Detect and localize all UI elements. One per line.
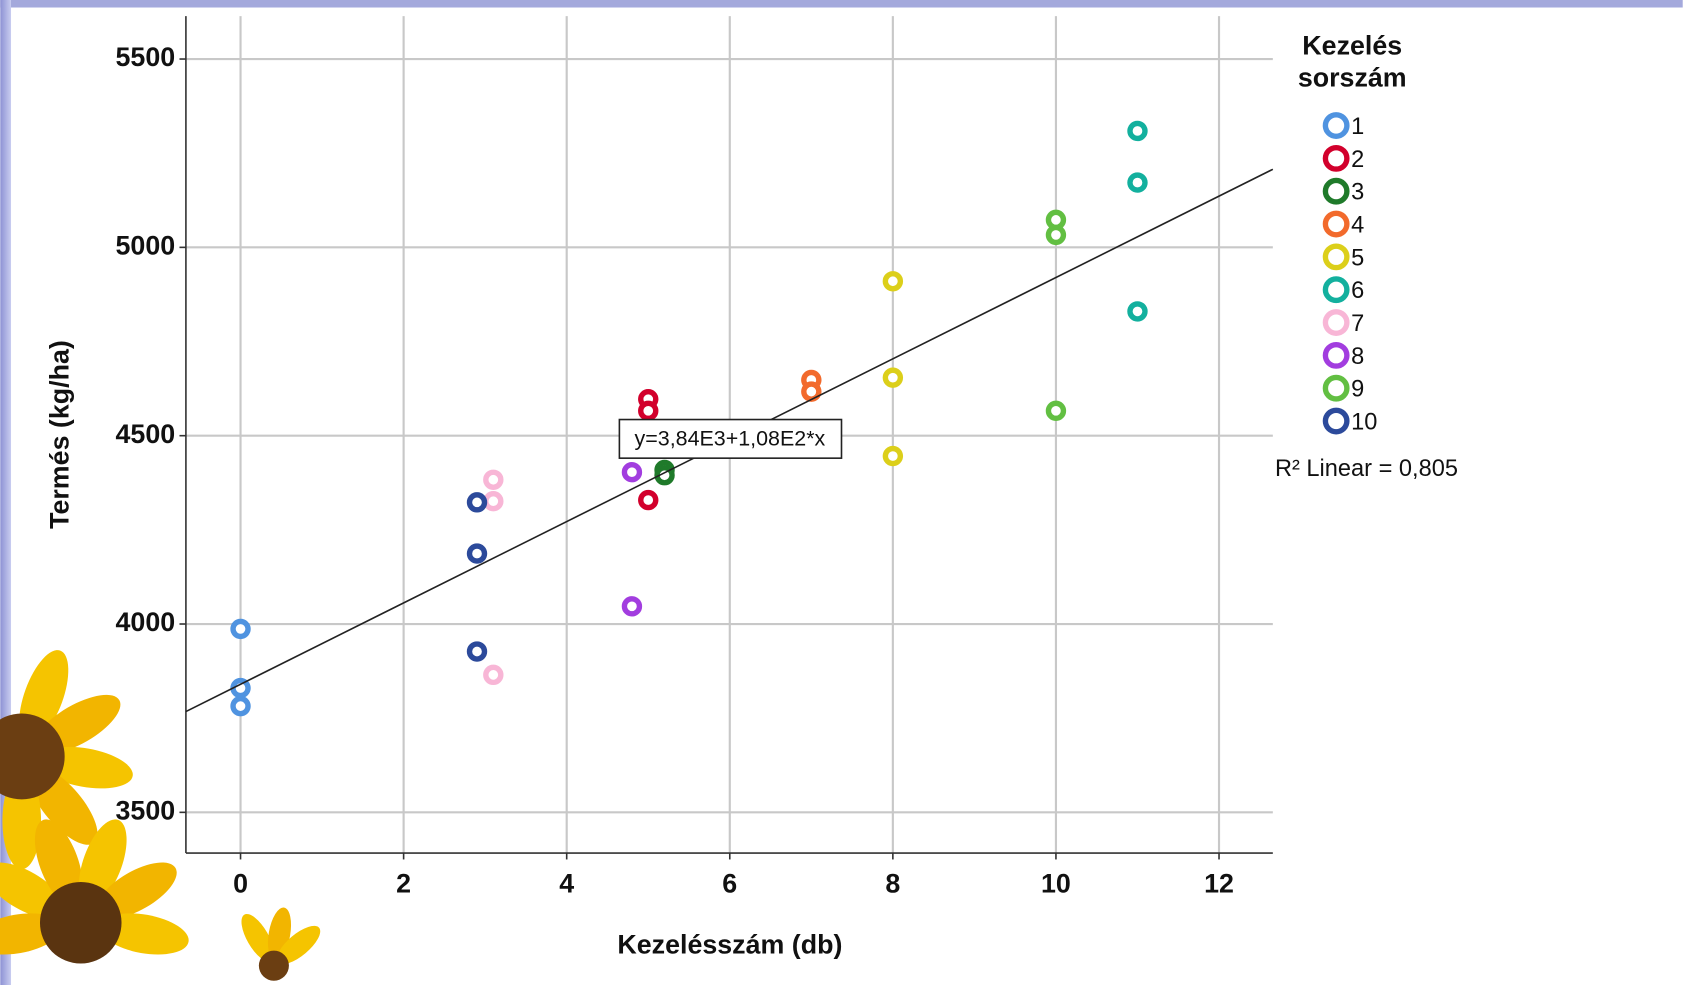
point	[486, 494, 501, 509]
point	[469, 495, 484, 510]
point	[1130, 175, 1145, 190]
legend-marker	[1325, 377, 1346, 398]
page: Kezelésszám (db) Termés (kg/ha) R² Linea…	[0, 0, 1683, 985]
y-tick-label: 3500	[116, 795, 176, 825]
point	[469, 546, 484, 561]
legend-label: 2	[1351, 147, 1364, 173]
point	[486, 667, 501, 682]
legend-marker	[1325, 180, 1346, 201]
legend-marker	[1325, 213, 1346, 234]
point	[469, 644, 484, 659]
top-band	[0, 0, 1682, 8]
point	[885, 449, 900, 464]
x-tick-label: 10	[1041, 868, 1071, 898]
legend-label: 9	[1351, 377, 1364, 403]
background	[0, 0, 1682, 985]
point	[233, 681, 248, 696]
r2-label: R² Linear = 0,805	[1275, 456, 1458, 482]
point	[233, 699, 248, 714]
point	[885, 274, 900, 289]
legend-label: 3	[1351, 180, 1364, 206]
legend-marker	[1325, 148, 1346, 169]
legend-label: 6	[1351, 278, 1364, 304]
point	[1130, 304, 1145, 319]
legend-marker	[1325, 246, 1346, 267]
point	[624, 465, 639, 480]
legend-label: 8	[1351, 344, 1364, 370]
point	[641, 403, 656, 418]
x-axis-title: Kezelésszám (db)	[617, 929, 842, 959]
x-tick-label: 12	[1204, 868, 1234, 898]
point	[1048, 403, 1063, 418]
legend-marker	[1325, 115, 1346, 136]
y-tick-label: 5500	[116, 42, 176, 72]
y-tick-label: 4500	[116, 419, 176, 449]
point	[1130, 123, 1145, 138]
fit-label: y=3,84E3+1,08E2*x	[635, 427, 826, 451]
legend-label: 7	[1351, 311, 1364, 337]
point	[486, 472, 501, 487]
point	[1048, 227, 1063, 242]
x-tick-label: 4	[559, 868, 574, 898]
x-tick-label: 2	[396, 868, 411, 898]
legend-marker	[1325, 312, 1346, 333]
legend-marker	[1325, 279, 1346, 300]
legend-label: 4	[1351, 212, 1364, 238]
point	[885, 370, 900, 385]
legend-title: sorszám	[1298, 62, 1407, 92]
legend-title: Kezelés	[1302, 30, 1402, 60]
legend-marker	[1325, 345, 1346, 366]
point	[641, 493, 656, 508]
chart: Kezelésszám (db) Termés (kg/ha) R² Linea…	[0, 0, 1683, 985]
legend-marker	[1325, 410, 1346, 431]
x-tick-label: 0	[233, 868, 248, 898]
legend-label: 5	[1351, 245, 1364, 271]
y-tick-label: 4000	[116, 607, 176, 637]
y-tick-label: 5000	[116, 230, 176, 260]
x-tick-label: 6	[722, 868, 737, 898]
legend-label: 10	[1351, 409, 1377, 435]
point	[233, 621, 248, 636]
y-axis-title: Termés (kg/ha)	[45, 340, 75, 529]
x-tick-label: 8	[885, 868, 900, 898]
legend-label: 1	[1351, 114, 1364, 140]
point	[624, 599, 639, 614]
